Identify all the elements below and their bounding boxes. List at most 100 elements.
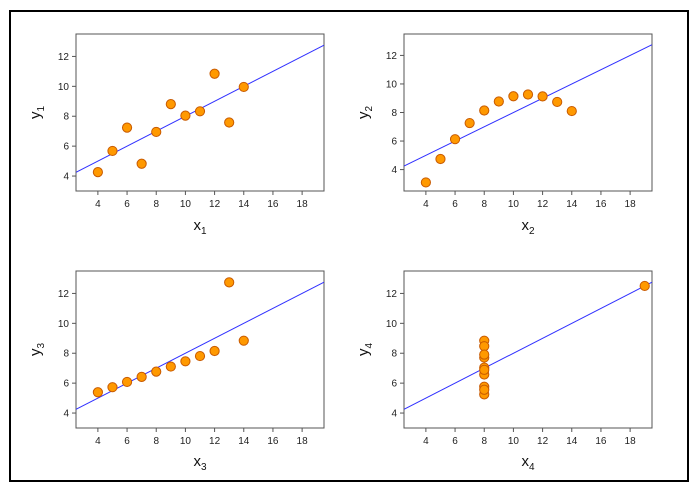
plot-area (403, 33, 653, 192)
x-axis-label: x3 (193, 453, 207, 473)
data-point (493, 96, 504, 107)
y-tick-label: 12 (386, 289, 398, 300)
x-tick-label: 6 (452, 436, 458, 447)
data-point (180, 356, 191, 367)
data-point (238, 81, 249, 93)
y-tick-label: 10 (386, 319, 398, 330)
data-point (151, 126, 162, 138)
data-point (552, 96, 563, 108)
data-point (136, 158, 147, 169)
x-tick-label: 18 (297, 199, 309, 210)
x-tick-label: 8 (153, 436, 159, 447)
data-point (107, 145, 118, 157)
x-tick-label: 10 (508, 436, 520, 447)
data-point (165, 99, 176, 110)
y-tick-label: 6 (391, 137, 397, 148)
data-point (121, 122, 133, 133)
data-point (92, 387, 103, 398)
x-tick-label: 18 (625, 436, 637, 447)
y-axis-label: y2 (355, 106, 375, 120)
plot-area (75, 33, 325, 192)
x-axis-label: x4 (521, 453, 535, 473)
x-tick-label: 14 (566, 199, 578, 210)
data-point (165, 361, 176, 372)
x-tick-label: 16 (267, 436, 279, 447)
x-tick-label: 18 (625, 199, 637, 210)
y-tick-label: 8 (63, 112, 69, 123)
data-point (449, 134, 461, 145)
x-tick-label: 10 (508, 199, 520, 210)
x-tick-label: 8 (153, 199, 159, 210)
y-tick-label: 4 (63, 409, 69, 420)
x-tick-label: 4 (423, 199, 429, 210)
x-tick-label: 4 (423, 436, 429, 447)
data-point (224, 117, 235, 128)
data-point (107, 382, 118, 393)
y-tick-label: 4 (63, 172, 69, 183)
y-tick-label: 10 (58, 319, 70, 330)
x-axis-label: x1 (193, 217, 207, 237)
y-tick-label: 10 (386, 79, 398, 90)
data-point (464, 117, 475, 129)
regression-line (404, 44, 652, 167)
data-point (151, 366, 162, 377)
y-tick-label: 8 (391, 108, 397, 119)
x-tick-label: 14 (566, 436, 578, 447)
data-point (522, 89, 534, 100)
y-axis-label: y1 (27, 106, 47, 120)
y-tick-label: 6 (391, 379, 397, 390)
figure-frame (9, 10, 689, 482)
data-point (420, 177, 431, 188)
data-point (479, 384, 490, 395)
y-tick-label: 12 (58, 289, 70, 300)
data-point (194, 106, 206, 117)
data-point (136, 371, 147, 382)
y-tick-label: 4 (391, 409, 397, 420)
data-point (639, 280, 650, 292)
data-point (209, 68, 220, 79)
x-tick-label: 16 (595, 199, 607, 210)
x-tick-label: 12 (537, 199, 549, 210)
data-point (238, 335, 249, 346)
x-tick-label: 10 (180, 436, 192, 447)
y-tick-label: 6 (63, 379, 69, 390)
data-point (209, 345, 220, 357)
x-tick-label: 18 (297, 436, 309, 447)
regression-line (404, 281, 652, 410)
x-tick-label: 12 (209, 199, 221, 210)
data-point (479, 341, 490, 352)
x-tick-label: 8 (481, 199, 487, 210)
x-tick-label: 12 (209, 436, 221, 447)
data-point (224, 277, 235, 288)
plot-area (403, 270, 653, 429)
y-tick-label: 4 (391, 165, 397, 176)
data-point (537, 91, 548, 102)
data-point (194, 350, 206, 362)
y-tick-label: 12 (58, 52, 70, 63)
x-tick-label: 10 (180, 199, 192, 210)
data-point (435, 153, 446, 165)
x-tick-label: 14 (238, 199, 250, 210)
y-tick-label: 10 (58, 82, 70, 93)
y-tick-label: 8 (391, 349, 397, 360)
y-axis-label: y3 (27, 343, 47, 357)
x-tick-label: 14 (238, 436, 250, 447)
y-tick-label: 12 (386, 51, 398, 62)
data-point (92, 167, 103, 178)
data-point (180, 110, 191, 121)
x-tick-label: 8 (481, 436, 487, 447)
data-point (508, 91, 519, 102)
plot-area (75, 270, 325, 429)
y-tick-label: 6 (63, 142, 69, 153)
y-axis-label: y4 (355, 343, 375, 357)
x-tick-label: 4 (95, 199, 101, 210)
data-point (566, 105, 577, 117)
x-tick-label: 6 (452, 199, 458, 210)
data-point (479, 364, 490, 375)
data-point (121, 376, 133, 388)
